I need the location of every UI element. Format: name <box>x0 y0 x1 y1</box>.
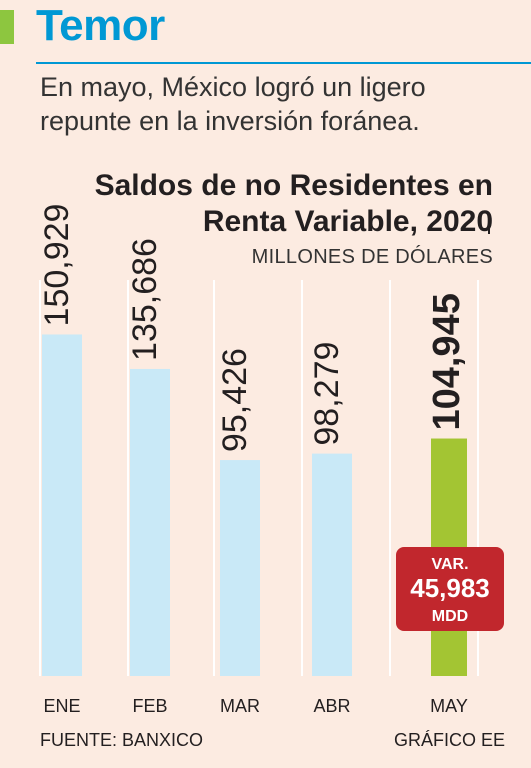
bar-mar <box>220 460 260 676</box>
bar-feb <box>130 368 170 676</box>
value-label-feb: 135,686 <box>126 238 164 361</box>
badge-line1: VAR. <box>431 556 468 573</box>
chart-title: Saldos de no Residentes en Renta Variabl… <box>94 169 493 238</box>
value-label-ene: 150,929 <box>38 204 76 327</box>
category-label-may: MAY <box>430 696 468 716</box>
bar-ene <box>42 334 82 676</box>
graphic-credit: GRÁFICO EE <box>393 730 505 750</box>
variation-badge: VAR.45,983 MDD <box>396 547 504 631</box>
bars <box>42 334 467 676</box>
badge-value: 45,983 <box>410 573 490 603</box>
category-label-mar: MAR <box>220 696 260 716</box>
value-labels: 150,929 135,686 95,426 98,279 104,945 <box>38 204 468 453</box>
headline: Temor <box>36 1 165 50</box>
badge-box <box>396 547 504 631</box>
units-label: MILLONES DE DÓLARES <box>251 246 493 268</box>
source-note: FUENTE: BANXICO <box>40 730 204 750</box>
value-label-mar: 95,426 <box>216 348 254 452</box>
category-labels: ENE FEB MAR ABR MAY <box>43 696 467 716</box>
category-label-feb: FEB <box>132 696 167 716</box>
accent-bar <box>0 10 14 44</box>
title-tick <box>488 214 490 234</box>
subtitle: En mayo, México logró un ligero repunte … <box>40 72 426 136</box>
value-label-may: 104,945 <box>426 293 468 430</box>
value-label-abr: 98,279 <box>308 342 346 446</box>
badge-unit: MDD <box>432 608 468 625</box>
category-label-ene: ENE <box>43 696 80 716</box>
category-label-abr: ABR <box>313 696 350 716</box>
headline-rule <box>36 62 531 64</box>
bar-abr <box>312 453 352 676</box>
